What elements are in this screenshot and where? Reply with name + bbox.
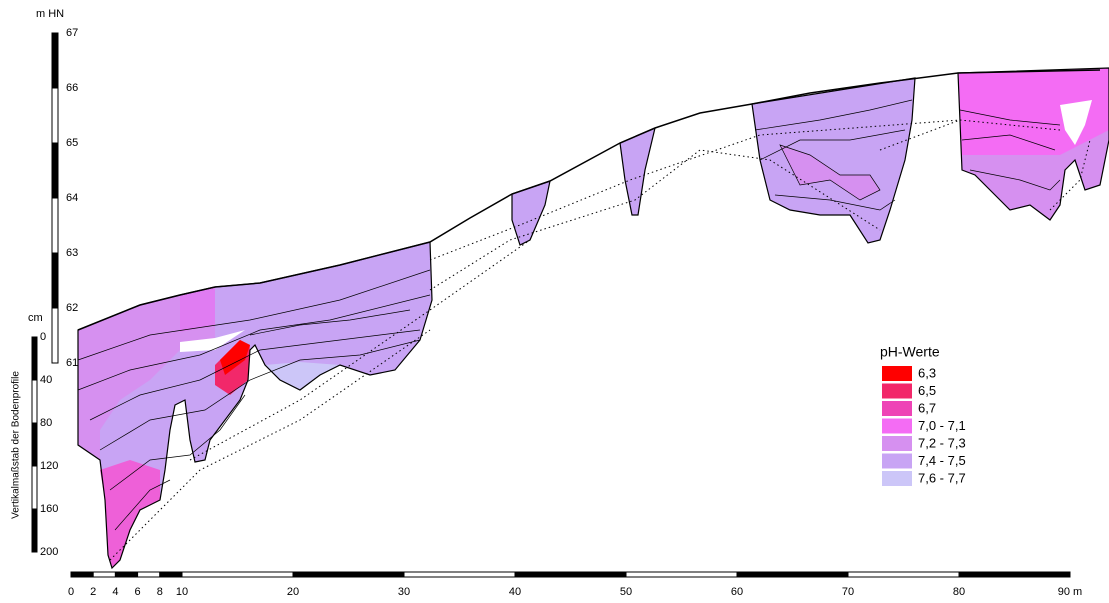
depth-tick-label: 80 [40, 417, 52, 429]
depth-unit: cm [28, 312, 43, 324]
legend-label: 6,5 [918, 383, 936, 398]
scale-segment [52, 253, 58, 308]
distance-tick-label: 90 m [1058, 586, 1082, 598]
scale-segment [848, 572, 959, 577]
scale-segment [71, 572, 93, 577]
legend-label: 6,7 [918, 400, 936, 415]
depth-tick-label: 120 [40, 460, 58, 472]
legend-swatch [882, 471, 912, 486]
distance-tick-label: 80 [953, 586, 965, 598]
distance-tick-label: 20 [287, 586, 299, 598]
distance-tick-label: 4 [112, 586, 118, 598]
distance-tick-label: 50 [620, 586, 632, 598]
distance-tick-label: 60 [731, 586, 743, 598]
elevation-unit: m HN [36, 8, 64, 20]
scale-segment [515, 572, 626, 577]
depth-tick-label: 40 [40, 374, 52, 386]
scale-segment [182, 572, 293, 577]
elevation-tick-label: 62 [66, 302, 78, 314]
legend-label: 7,0 - 7,1 [918, 418, 966, 433]
depth-tick-label: 160 [40, 503, 58, 515]
legend-label: 7,6 - 7,7 [918, 470, 966, 485]
distance-tick-label: 2 [90, 586, 96, 598]
legend-label: 6,3 [918, 365, 936, 380]
elevation-tick-label: 63 [66, 247, 78, 259]
legend-swatch [882, 419, 912, 434]
soil-profile-figure: m HN cm Vertikalmaßstab der Bodenprofile… [0, 0, 1109, 603]
legend: pH-Werte 6,3 6,5 6,7 7,0 - 7,1 7,2 - 7,3 7,4 -… [880, 344, 966, 486]
elevation-tick-label: 67 [66, 27, 78, 39]
distance-tick-label: 6 [135, 586, 141, 598]
scale-segment [626, 572, 737, 577]
elevation-tick-label: 66 [66, 82, 78, 94]
profile [512, 181, 550, 245]
profile [752, 78, 915, 243]
scale-segment [52, 308, 58, 363]
legend-swatch [882, 401, 912, 416]
scale-segment [293, 572, 404, 577]
distance-tick-label: 0 [68, 586, 74, 598]
scale-segment [959, 572, 1070, 577]
distance-tick-label: 10 [176, 586, 188, 598]
legend-swatch [882, 454, 912, 469]
distance-tick-label: 30 [398, 586, 410, 598]
scale-segment [52, 88, 58, 143]
legend-title: pH-Werte [880, 344, 940, 360]
depth-tick-label: 0 [40, 331, 46, 343]
depth-tick-label: 200 [40, 546, 58, 558]
page: pH-Werte body { margin: 0; background: #… [0, 0, 1109, 603]
distance-tick-label: 70 [842, 586, 854, 598]
scale-segment [93, 572, 115, 577]
elevation-tick-label: 65 [66, 137, 78, 149]
scale-segment [138, 572, 160, 577]
scale-segment [32, 423, 37, 466]
scale-segment [160, 572, 182, 577]
scale-segment [32, 380, 37, 423]
distance-tick-label: 40 [509, 586, 521, 598]
scale-segment [32, 337, 37, 380]
body: { "elevation_axis": {"unit": "m HN", "ti… [0, 0, 1109, 603]
legend-swatch [882, 366, 912, 381]
scale-segment [32, 466, 37, 509]
ph-zone [100, 460, 160, 568]
legend-swatch [882, 384, 912, 399]
legend-label: 7,2 - 7,3 [918, 435, 966, 450]
scale-segment [52, 143, 58, 198]
scale-segment [52, 33, 58, 88]
scale-segment [52, 198, 58, 253]
scale-segment [115, 572, 137, 577]
legend-label: 7,4 - 7,5 [918, 453, 966, 468]
depth-axis-label: Vertikalmaßstab der Bodenprofile [11, 371, 22, 519]
scale-segment [32, 509, 37, 552]
elevation-tick-label: 64 [66, 192, 78, 204]
elevation-tick-label: 61 [66, 357, 78, 369]
distance-tick-label: 8 [157, 586, 163, 598]
legend-swatch [882, 436, 912, 451]
scale-segment [737, 572, 848, 577]
scale-segment [404, 572, 515, 577]
